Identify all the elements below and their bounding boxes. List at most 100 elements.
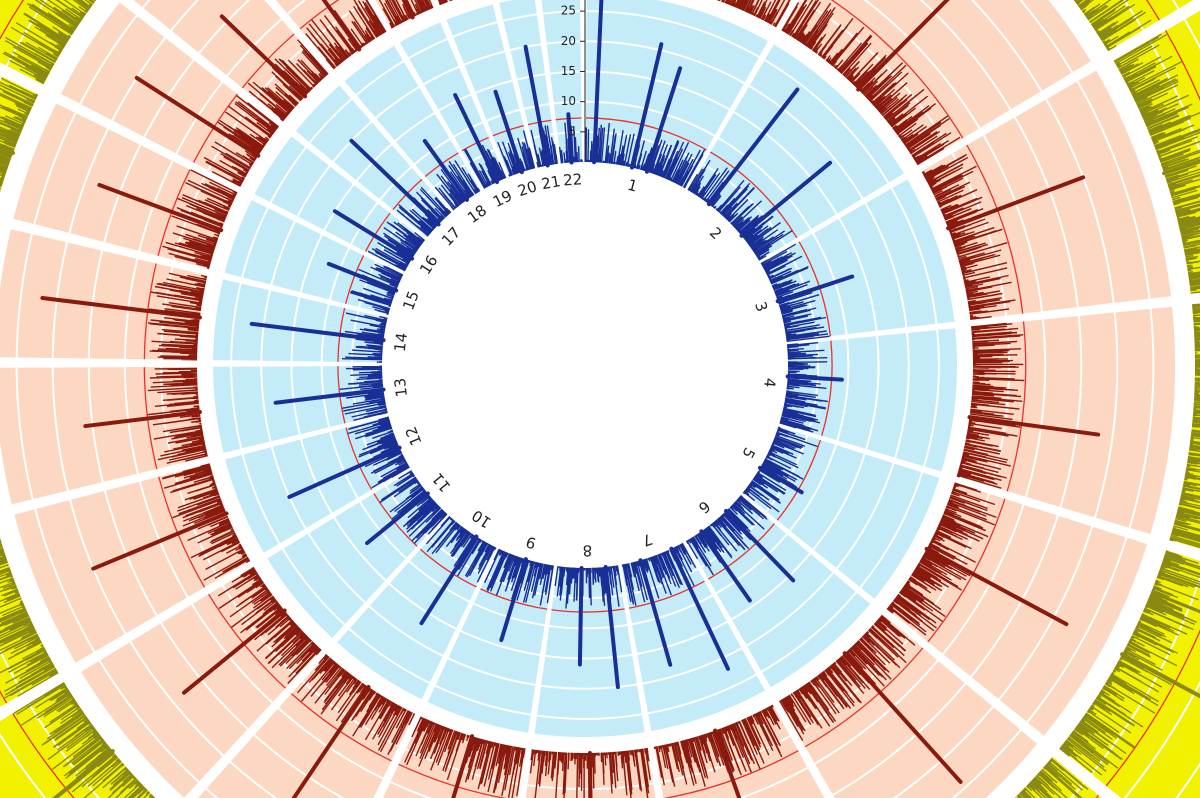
middle-gridline (1094, 312, 1119, 518)
radial-axis-label-10: 10 (561, 94, 576, 108)
inner-gridline (586, 10, 760, 58)
inner-signal-chr21 (530, 123, 558, 168)
inner-gridline (647, 673, 757, 715)
chromosome-label-3: 3 (751, 299, 771, 314)
inner-peak-chr5-7 (758, 465, 804, 495)
inner-peak-chr7-10 (669, 546, 730, 671)
inner-gridline (637, 621, 728, 655)
inner-peak-chr2-4 (739, 160, 833, 238)
middle-peak-chr7-6 (713, 728, 742, 798)
inner-gridline (642, 647, 743, 685)
inner-gridline (438, 93, 472, 112)
inner-gridline (718, 137, 812, 230)
outer-signal-chr15 (0, 77, 39, 193)
inner-gridline (434, 684, 531, 716)
outer-signal-chr4 (1169, 303, 1200, 549)
inner-peak-chr1-1 (629, 42, 664, 170)
middle-peak-chr17-16 (219, 14, 308, 99)
inner-gridline (865, 335, 880, 450)
middle-gridline (389, 781, 433, 798)
chromosome-label-16: 16 (416, 252, 441, 278)
middle-peak-chr3-2 (946, 175, 1086, 231)
chromosome-label-11: 11 (428, 469, 454, 495)
inner-gridline (394, 112, 435, 142)
inner-gridline (307, 532, 366, 604)
chromosome-label-17: 17 (438, 223, 464, 249)
inner-peak-chr11-16 (365, 491, 430, 546)
inner-peak-chr20-25 (493, 89, 524, 175)
inner-gridline (536, 713, 642, 720)
outer-peak-chr5-2 (1120, 652, 1200, 699)
middle-peak-chr16-15 (134, 75, 261, 158)
inner-signal-chr1 (585, 122, 706, 189)
chromosome-label-8: 8 (582, 541, 592, 559)
middle-gridline (33, 112, 77, 225)
inner-gridline (812, 453, 866, 551)
inner-gridline (836, 338, 850, 441)
chromosome-label-13: 13 (391, 377, 411, 398)
inner-ring-bg-chr4 (779, 328, 958, 472)
inner-gridline (368, 605, 444, 657)
inner-gridline (408, 560, 470, 603)
middle-gridline (982, 134, 1043, 312)
inner-gridline (241, 207, 269, 278)
chromosome-label-1: 1 (626, 176, 640, 196)
middle-gridline (51, 367, 69, 491)
middle-peak-chr5-4 (924, 546, 1069, 627)
inner-peak-chr6-9 (699, 529, 752, 603)
inner-ring-bg-chr21 (499, 0, 558, 168)
inner-gridline (838, 217, 878, 331)
inner-threshold-line (708, 523, 775, 580)
middle-peak-chr11-10 (182, 608, 287, 695)
middle-peak-chr13-12 (83, 410, 202, 429)
inner-signal-chr11 (379, 470, 448, 544)
middle-gridline (951, 152, 1008, 316)
middle-gridline (951, 729, 1022, 798)
inner-gridline (453, 121, 483, 138)
inner-gridline (631, 594, 713, 626)
middle-signal-chr16 (203, 94, 280, 187)
inner-gridline (309, 98, 353, 144)
inner-peak-chr17-22 (349, 138, 441, 227)
inner-signal-chr9 (483, 548, 554, 606)
inner-gridline (358, 261, 377, 308)
middle-gridline (832, 683, 967, 796)
inner-peak-chr7-11 (638, 558, 673, 667)
inner-gridline (241, 454, 281, 545)
inner-gridline (408, 38, 448, 59)
inner-gridline (329, 431, 359, 499)
inner-gridline (549, 623, 628, 630)
middle-peak-chr2-1 (856, 0, 950, 92)
radial-axis-label-5: 5 (568, 124, 576, 138)
chromosome-label-15: 15 (399, 288, 423, 312)
chromosome-label-2: 2 (706, 224, 725, 244)
chromosome-label-10: 10 (469, 506, 495, 532)
inner-gridline (460, 630, 541, 657)
inner-gridline (586, 70, 730, 111)
middle-gridline (1014, 116, 1079, 308)
chromosome-label-18: 18 (464, 201, 490, 227)
middle-peak-chr15-14 (97, 182, 224, 233)
inner-peak-chr15-20 (326, 261, 399, 293)
inner-gridline (733, 111, 838, 215)
outer-signal-chr11 (13, 682, 156, 798)
middle-gridline (68, 128, 109, 234)
inner-gridline (475, 79, 513, 94)
middle-signal-chr18 (305, 0, 387, 70)
inner-peak-chr2-3 (706, 87, 800, 207)
middle-gridline (286, 0, 307, 15)
outer-peak-chr11-5 (52, 749, 115, 798)
radial-axis-label-20: 20 (561, 34, 576, 48)
outer-threshold-line (0, 0, 25, 40)
inner-threshold-line (419, 548, 477, 588)
middle-peak-chr14-13 (40, 295, 202, 320)
inner-gridline (463, 50, 505, 66)
radial-axis-label-15: 15 (561, 64, 576, 78)
inner-ring-bg-chr9 (427, 548, 554, 733)
inner-signal-chr14 (341, 312, 388, 363)
inner-threshold-line (551, 608, 625, 613)
outer-signal-chr12 (0, 537, 59, 699)
inner-ring-bg-chr15 (224, 200, 404, 315)
middle-gridline (79, 15, 138, 105)
